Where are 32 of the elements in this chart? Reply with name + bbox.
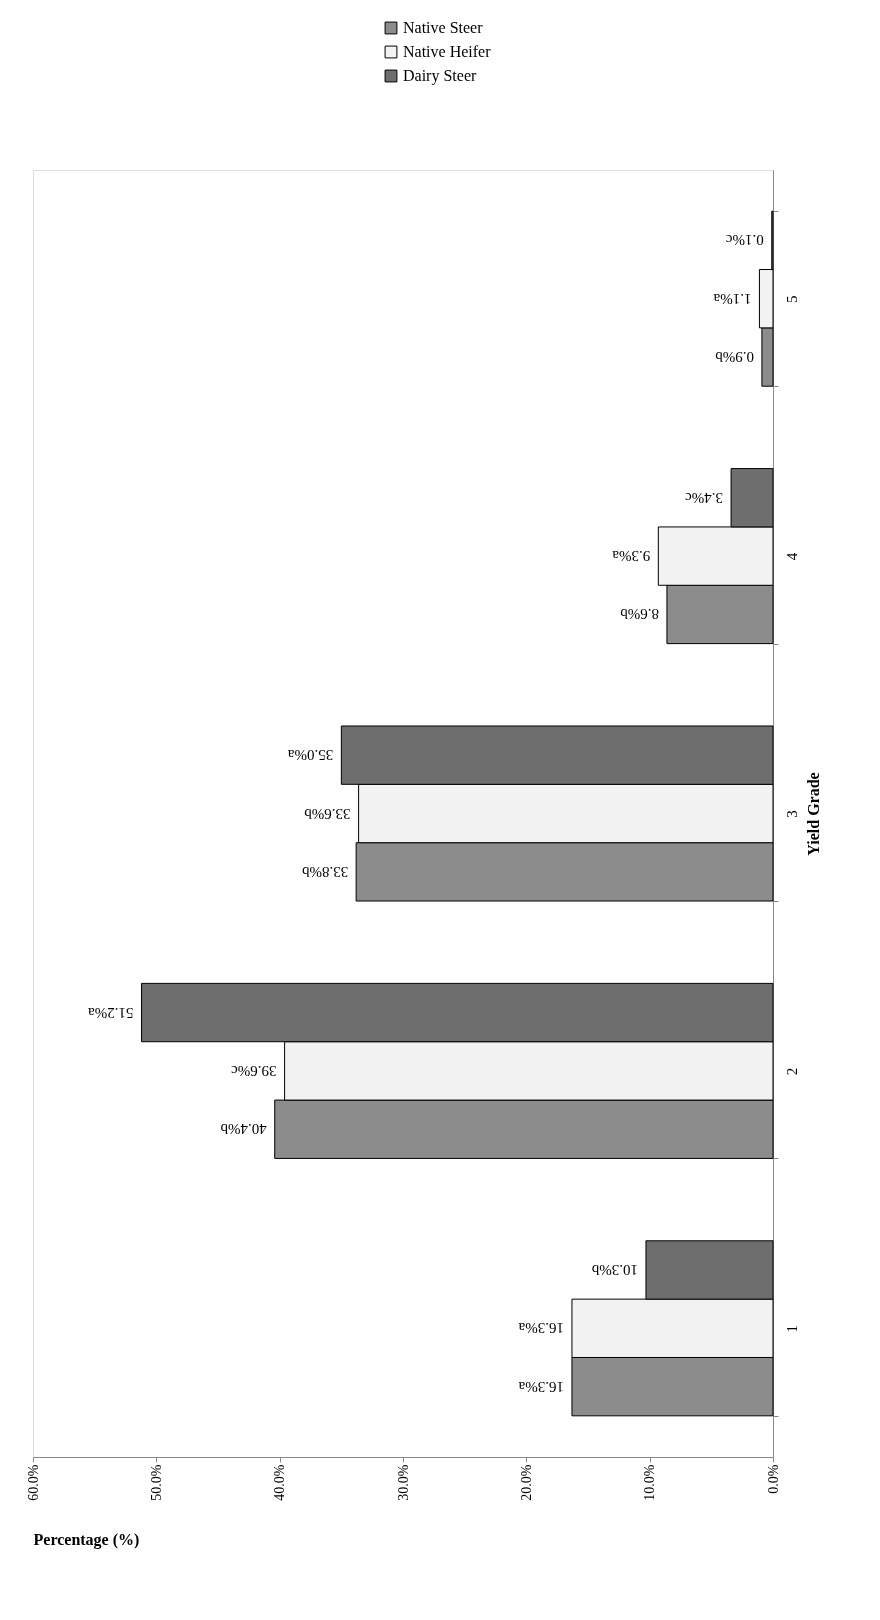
x-tick-label: 30.0% — [395, 1464, 411, 1501]
data-label: 39.6%c — [230, 1062, 277, 1079]
data-label: 0.9%b — [715, 349, 754, 366]
y-tick-label: 3 — [783, 810, 800, 818]
y-tick-label: 5 — [783, 295, 800, 303]
data-label: 16.3%a — [518, 1378, 564, 1395]
data-label: 33.8%b — [301, 863, 349, 880]
data-label: 35.0%a — [287, 747, 334, 764]
data-label: 1.1%a — [713, 290, 752, 307]
legend-label: Native Steer — [403, 19, 484, 36]
data-label: 9.3%a — [612, 548, 651, 565]
y-tick-label: 4 — [783, 552, 800, 561]
legend-label: Native Heifer — [403, 43, 492, 60]
y-axis-title: Yield Grade — [804, 772, 822, 856]
x-axis-title: Percentage (%) — [33, 1530, 140, 1549]
legend-label: Dairy Steer — [403, 67, 477, 85]
x-tick-label: 50.0% — [148, 1464, 164, 1501]
data-label: 3.4%c — [684, 489, 724, 506]
data-label: 8.6%b — [620, 606, 659, 623]
data-label: 40.4%b — [220, 1121, 267, 1138]
y-tick-label: 2 — [783, 1067, 800, 1076]
x-tick-label: 0.0% — [765, 1464, 781, 1494]
data-label: 51.2%a — [87, 1004, 134, 1021]
data-label: 33.6%b — [304, 805, 351, 822]
x-tick-label: 10.0% — [642, 1464, 658, 1501]
data-label: 10.3%b — [591, 1261, 638, 1278]
data-label: 16.3%a — [518, 1320, 564, 1337]
x-tick-label: 40.0% — [272, 1464, 288, 1501]
y-tick-label: 1 — [783, 1325, 800, 1333]
data-label: 0.1%c — [725, 232, 764, 249]
x-tick-label: 60.0% — [25, 1464, 41, 1501]
x-tick-label: 20.0% — [518, 1464, 534, 1501]
